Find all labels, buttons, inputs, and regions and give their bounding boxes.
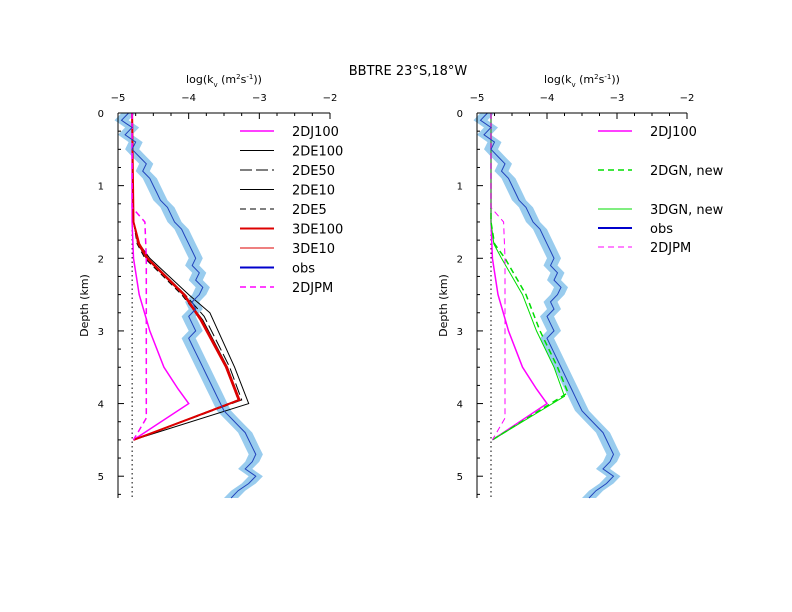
x-tick-label: −2 (680, 93, 695, 104)
figure-title: BBTRE 23°S,18°W (349, 64, 468, 79)
legend-label: 2DGN, new (650, 164, 724, 179)
legend-label: 3DE100 (292, 223, 343, 238)
y-tick-label: 0 (457, 109, 463, 120)
legend-label: obs (292, 262, 315, 277)
y-tick-label: 4 (98, 400, 104, 411)
y-tick-label: 4 (457, 400, 463, 411)
x-tick-label: −4 (181, 93, 196, 104)
legend-label: 2DE5 (292, 203, 327, 218)
x-tick-label: −3 (610, 93, 625, 104)
y-tick-label: 2 (98, 254, 104, 265)
series-line-3de10 (131, 112, 239, 441)
right-panel: −5 −4 −3 −2 0 1 2 3 4 5 log(kv (m2s-1)) Depth (km) 2… (437, 73, 724, 499)
legend-label: 2DJ100 (650, 125, 697, 140)
left-panel: −5 −4 −3 −2 0 1 2 3 4 5 log(kv (m2s-1)) Depth (km) 2… (78, 73, 343, 499)
y-tick-label: 1 (98, 182, 104, 193)
y-tick-label: 2 (457, 254, 463, 265)
x-tick-label: −4 (540, 93, 555, 104)
y-tick-label: 3 (98, 327, 104, 338)
legend: 2DJ100 2DGN, new 3DGN, new obs 2DJPM (598, 125, 724, 256)
legend-label: 2DE100 (292, 145, 343, 160)
legend-label: 2DJ100 (292, 125, 339, 140)
legend-label: obs (650, 222, 673, 237)
x-tick-label: −5 (470, 93, 485, 104)
obs-line (120, 112, 257, 499)
series-line-2djpm (490, 113, 506, 441)
legend: 2DJ100 2DE100 2DE50 2DE10 2DE5 3DE100 3DE10 obs… (240, 125, 343, 296)
y-axis-label: Depth (km) (437, 274, 450, 337)
y-tick-label: 1 (457, 182, 463, 193)
y-axis-label: Depth (km) (78, 274, 91, 337)
obs-band (473, 113, 621, 498)
series-line-2dj100 (131, 113, 190, 441)
y-tick-label: 3 (457, 327, 463, 338)
legend-label: 3DGN, new (650, 203, 724, 218)
y-tick-label: 5 (457, 472, 463, 483)
series-line-3dgn-new (490, 113, 566, 441)
legend-label: 2DJPM (292, 281, 333, 296)
series-line-2djpm (131, 113, 148, 441)
y-tick-label: 5 (98, 472, 104, 483)
legend-label: 3DE10 (292, 242, 335, 257)
obs-line (479, 112, 615, 499)
legend-label: 2DE10 (292, 184, 335, 199)
legend-label: 2DJPM (650, 241, 691, 256)
series-line-2dj100 (490, 113, 549, 441)
x-axis-label: log(kv (m2s-1)) (186, 73, 262, 89)
legend-label: 2DE50 (292, 164, 335, 179)
x-tick-label: −2 (323, 93, 338, 104)
obs-band (114, 113, 263, 498)
series-line-2dgn-new (490, 113, 569, 441)
x-tick-label: −3 (252, 93, 267, 104)
x-tick-label: −5 (111, 93, 126, 104)
x-axis-label: log(kv (m2s-1)) (544, 73, 620, 89)
y-tick-label: 0 (98, 109, 104, 120)
